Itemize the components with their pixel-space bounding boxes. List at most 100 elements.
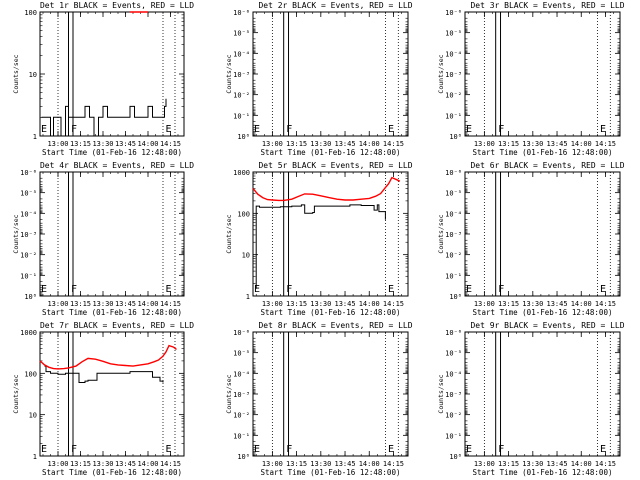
annotation-letter: F [286, 284, 292, 295]
x-tick-label: 13:45 [334, 300, 355, 308]
x-tick-label: 14:15 [595, 460, 616, 468]
plot-frame [464, 11, 621, 137]
series-line-lld [252, 176, 401, 202]
y-tick-label: 10⁻⁴ [20, 210, 37, 218]
y-tick-label: 100 [24, 370, 37, 378]
series-line-events [255, 204, 386, 289]
y-tick-label: 10⁻⁴ [445, 50, 462, 58]
x-tick-label: 14:00 [359, 140, 380, 148]
x-tick-label: 13:30 [92, 300, 113, 308]
annotation-letter: E [600, 284, 606, 295]
y-tick-label: 10⁻⁶ [445, 9, 462, 17]
y-tick-label: 10⁻³ [445, 71, 462, 79]
x-axis-label: Start Time (01-Feb-16 12:48:00) [473, 468, 613, 477]
y-tick-label: 10⁻² [233, 92, 250, 100]
y-axis-label: Counts/sec [437, 214, 445, 253]
x-tick-label: 13:30 [522, 460, 543, 468]
y-axis-label: Counts/sec [437, 54, 445, 93]
annotation-letter: E [166, 124, 172, 135]
annotation-letter: F [71, 284, 77, 295]
y-tick-label: 1 [33, 453, 37, 461]
y-tick-label: 10⁻¹ [445, 112, 462, 120]
x-tick-label: 13:15 [70, 140, 91, 148]
y-tick-label: 10 [29, 412, 37, 420]
x-tick-label: 14:15 [383, 300, 404, 308]
y-axis-label: Counts/sec [225, 214, 233, 253]
y-tick-label: 10⁻¹ [233, 112, 250, 120]
x-tick-label: 14:15 [160, 300, 181, 308]
y-tick-label: 10⁰ [449, 133, 462, 141]
y-tick-label: 10⁻¹ [233, 432, 250, 440]
y-axis-label: Counts/sec [437, 374, 445, 413]
annotation-letter: F [71, 124, 77, 135]
y-tick-label: 10⁻³ [445, 391, 462, 399]
x-tick-label: 14:15 [595, 300, 616, 308]
x-tick-label: 14:00 [137, 460, 158, 468]
y-tick-label: 100 [24, 9, 37, 17]
y-tick-label: 10⁻⁶ [445, 329, 462, 337]
y-tick-label: 10⁻⁵ [445, 190, 462, 198]
x-tick-label: 13:45 [546, 300, 567, 308]
panel-title: Det 3r BLACK = Events, RED = LLD [470, 1, 624, 10]
y-tick-label: 10⁻¹ [445, 432, 462, 440]
series-line-events [41, 98, 167, 137]
x-tick-label: 13:30 [92, 460, 113, 468]
y-tick-label: 10⁻⁴ [233, 370, 250, 378]
x-tick-label: 14:00 [137, 300, 158, 308]
y-tick-label: 10⁻⁵ [445, 350, 462, 358]
y-tick-label: 10⁰ [237, 453, 250, 461]
x-tick-label: 13:45 [115, 460, 136, 468]
y-tick-label: 1 [246, 293, 250, 301]
x-tick-label: 13:00 [262, 300, 283, 308]
annotation-letter: E [166, 284, 172, 295]
annotation-letter: E [388, 124, 394, 135]
x-tick-label: 14:00 [359, 300, 380, 308]
x-tick-label: 13:30 [310, 300, 331, 308]
y-tick-label: 10⁻⁵ [445, 30, 462, 38]
plot-frame [252, 331, 409, 457]
annotation-letter: F [286, 444, 292, 455]
x-tick-label: 13:30 [522, 140, 543, 148]
annotation-letter: E [254, 124, 260, 135]
y-tick-label: 10⁻³ [233, 391, 250, 399]
plot-frame [464, 171, 621, 297]
x-axis-label: Start Time (01-Feb-16 12:48:00) [473, 148, 613, 157]
series-line-events [44, 365, 164, 383]
annotation-letter: E [254, 444, 260, 455]
panel-title: Det 2r BLACK = Events, RED = LLD [258, 1, 412, 10]
annotation-letter: E [254, 284, 260, 295]
x-tick-label: 13:30 [310, 460, 331, 468]
x-tick-label: 14:00 [137, 140, 158, 148]
y-tick-label: 10⁰ [449, 453, 462, 461]
x-axis-label: Start Time (01-Feb-16 12:48:00) [261, 308, 401, 317]
y-tick-label: 10⁻³ [233, 71, 250, 79]
x-tick-label: 13:15 [70, 300, 91, 308]
x-tick-label: 13:00 [262, 140, 283, 148]
y-tick-label: 1000 [233, 169, 250, 177]
y-tick-label: 1 [33, 133, 37, 141]
y-tick-label: 10⁻⁴ [445, 370, 462, 378]
y-tick-label: 10⁻² [20, 252, 37, 260]
annotation-letter: E [388, 284, 394, 295]
x-axis-label: Start Time (01-Feb-16 12:48:00) [42, 308, 182, 317]
x-tick-label: 14:15 [595, 140, 616, 148]
plot-frame [39, 171, 185, 297]
x-tick-label: 13:45 [334, 140, 355, 148]
y-tick-label: 10⁻¹ [445, 272, 462, 280]
x-tick-label: 13:15 [286, 140, 307, 148]
y-axis-label: Counts/sec [225, 54, 233, 93]
x-tick-label: 14:15 [383, 460, 404, 468]
y-tick-label: 10⁻² [445, 252, 462, 260]
x-tick-label: 13:15 [498, 460, 519, 468]
annotation-letter: F [71, 444, 77, 455]
y-axis-label: Counts/sec [225, 374, 233, 413]
panel-title: Det 9r BLACK = Events, RED = LLD [470, 321, 624, 330]
panel-title: Det 5r BLACK = Events, RED = LLD [258, 161, 412, 170]
x-axis-label: Start Time (01-Feb-16 12:48:00) [42, 148, 182, 157]
x-tick-label: 14:15 [160, 460, 181, 468]
